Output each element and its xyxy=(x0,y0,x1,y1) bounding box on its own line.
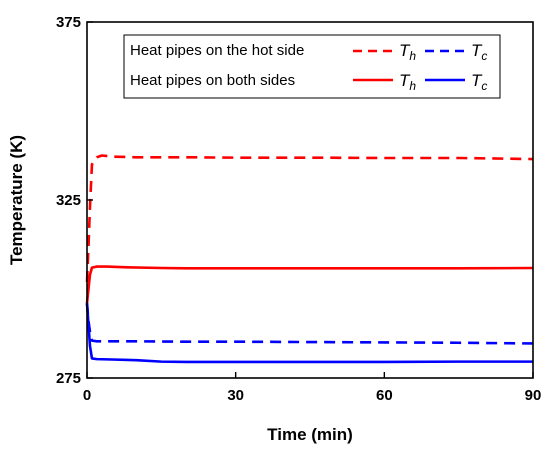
legend: Heat pipes on the hot side Th Tc Heat pi… xyxy=(123,34,501,99)
y-tick-label-325: 325 xyxy=(56,192,81,209)
legend-symbol-hot-side-tc: Tc xyxy=(471,41,487,63)
legend-symbol-both-sides-th: Th xyxy=(399,71,416,93)
y-tick-label-275: 275 xyxy=(56,370,81,387)
x-tick-label-0: 0 xyxy=(83,387,91,404)
legend-row-both-sides-label: Heat pipes on both sides xyxy=(130,72,295,89)
legend-row-hot-side-label: Heat pipes on the hot side xyxy=(130,42,304,59)
y-tick-label-375: 375 xyxy=(56,14,81,31)
legend-box xyxy=(123,34,501,99)
series-line-0-th-dashed xyxy=(85,154,534,282)
legend-symbol-hot-side-th: Th xyxy=(399,41,416,63)
y-axis-title: Temperature (K) xyxy=(7,135,26,265)
series-line-1-tc-dashed xyxy=(85,303,534,345)
x-axis-title: Time (min) xyxy=(267,425,353,444)
series-line-3-tc-solid xyxy=(85,303,533,364)
ticks-layer: 0 30 60 90 275 325 375 xyxy=(56,14,541,404)
series-line-2-th-solid xyxy=(85,265,534,304)
series-layer xyxy=(85,154,534,364)
x-tick-label-30: 30 xyxy=(227,387,244,404)
legend-symbol-both-sides-tc: Tc xyxy=(471,71,487,93)
x-tick-label-60: 60 xyxy=(376,387,393,404)
x-tick-label-90: 90 xyxy=(525,387,542,404)
